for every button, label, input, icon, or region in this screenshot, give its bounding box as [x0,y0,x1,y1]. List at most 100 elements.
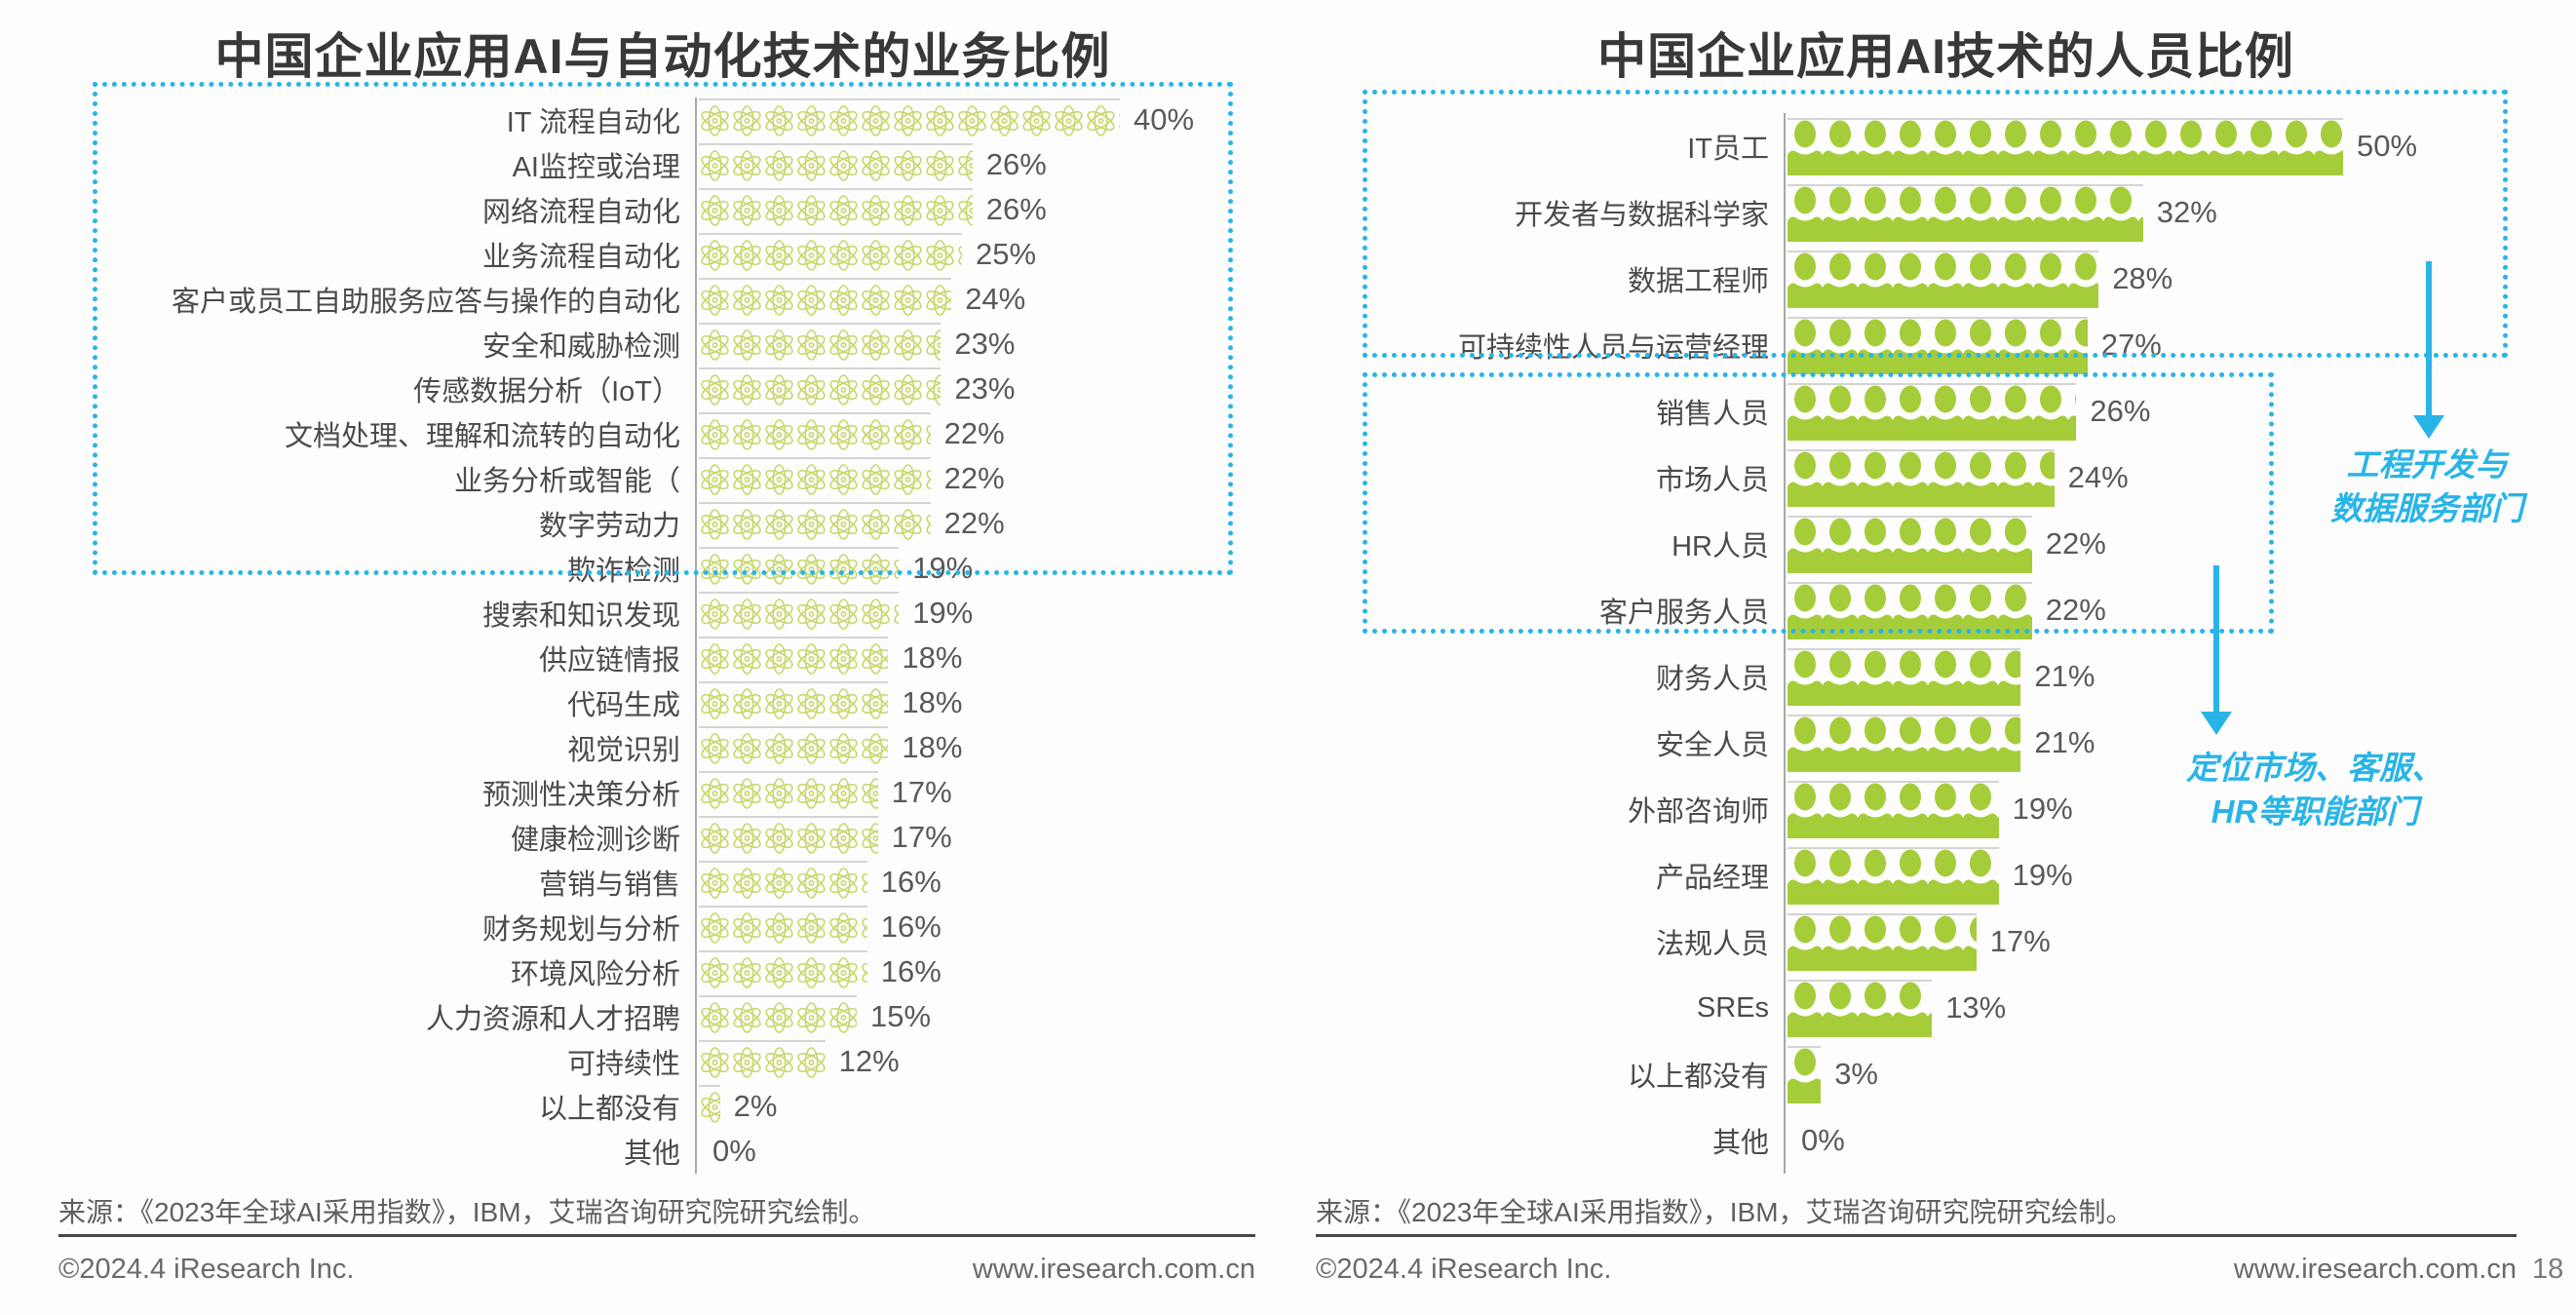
atom-flower-icon [765,688,793,719]
website-text: www.iresearch.com.cn [972,1254,1255,1285]
person-icon [2068,392,2077,441]
person-icon [1928,584,1963,639]
atom-flower-icon [894,464,922,495]
person-icon [1963,319,1998,374]
person-icon [1823,120,1858,175]
person-icon [1893,650,1928,706]
atom-flower-icon [797,329,826,361]
atom-flower-icon [829,150,858,181]
chart-row: 其他 0% [58,1129,1267,1174]
person-icon [1823,186,1858,242]
person-icon [1858,252,1893,308]
person-icon [1823,451,1858,507]
right-chart-title: 中国企业应用AI技术的人员比例 [1597,29,2294,84]
person-icon [1858,584,1893,639]
atom-flower-icon [926,374,942,406]
atom-flower-icon [701,150,729,181]
atom-flower-icon [765,957,793,988]
person-icon [1823,650,1858,706]
person-icon [1928,319,1963,374]
left-source-note: 来源：《2023年全球AI采用指数》，IBM，艾瑞咨询研究院研究绘制。 [58,1197,876,1227]
atom-flower-icon [765,643,793,675]
person-icon [1788,252,1823,308]
bar-area: 0% [1784,1107,1845,1174]
person-icon [2068,120,2103,175]
person-icon [1823,716,1858,772]
value-label: 26% [985,147,1047,181]
atom-flower-icon [862,464,890,495]
value-label: 18% [902,685,963,719]
category-label: AI监控或治理 [512,152,680,183]
person-icon [1928,120,1963,175]
atom-flower-icon [733,374,761,406]
pictogram-bar [1788,448,2055,507]
atom-flower-icon [701,912,729,944]
atom-flower-icon [765,599,793,630]
category-label: 财务人员 [1655,664,1769,695]
chart-row: 客户或员工自助服务应答与操作的自动化 24% [58,277,1267,322]
copyright-text: ©2024.4 iResearch Inc. [1316,1254,1612,1285]
person-icon [1963,716,1998,772]
category-label: 法规人员 [1655,929,1769,960]
value-label: 17% [1989,924,2051,958]
pictogram-bar [699,367,942,410]
person-icon [1893,120,1928,175]
category-label: 客户或员工自助服务应答与操作的自动化 [171,287,680,318]
atom-flower-icon [862,285,890,316]
bar-area: 26% [1784,378,2150,445]
person-icon [2068,252,2099,308]
person-icon [1858,319,1893,374]
person-icon [1998,518,2032,573]
value-label: 12% [838,1044,900,1078]
value-label: 17% [891,820,952,854]
chart-row: 网络流程自动化 26% [58,187,1267,232]
person-icon [1963,849,1998,905]
atom-flower-icon [797,509,826,540]
person-icon [1788,915,1823,971]
chart-row: AI监控或治理 26% [58,142,1267,187]
chart-row: 视觉识别 18% [58,725,1267,770]
bar-area: 24% [695,277,1025,322]
category-label: 业务分析或智能（ [453,466,680,497]
pictogram-bar [699,816,878,859]
atom-flower-icon [958,195,973,226]
person-icon [1928,915,1963,971]
person-icon [1998,186,2033,242]
person-icon [1858,186,1893,242]
person-icon [1928,385,1963,441]
category-label: 健康检测诊断 [510,825,680,856]
atom-flower-icon [797,1002,826,1033]
atom-flower-icon [894,509,922,540]
bar-area: 40% [695,97,1194,142]
category-label: 可持续性人员与运营经理 [1457,332,1769,364]
pictogram-bar [699,502,931,545]
atom-flower-icon [926,105,954,136]
atom-flower-icon [765,868,793,899]
person-icon [1998,716,2021,772]
atom-flower-icon [862,554,890,585]
category-label: 数字劳动力 [538,511,680,542]
pictogram-bar [699,861,867,904]
bar-area: 26% [695,142,1047,187]
person-icon [1928,186,1963,242]
category-label: 其他 [1711,1128,1769,1159]
pictogram-bar [1788,1045,1822,1103]
category-label: 开发者与数据科学家 [1514,200,1769,231]
person-icon [1823,849,1858,905]
chart-row: 文档处理、理解和流转的自动化 22% [58,411,1267,456]
pictogram-bar [1788,316,2088,374]
person-icon [1998,882,1999,905]
copyright-text: ©2024.4 iResearch Inc. [58,1254,355,1285]
value-label: 21% [2034,659,2095,693]
person-icon [2068,186,2103,242]
atom-flower-icon [701,1092,720,1123]
person-icon [1858,650,1893,706]
pictogram-bar [1788,515,2032,573]
bar-area: 13% [1784,975,2006,1041]
pictogram-bar [699,995,857,1038]
atom-flower-icon [701,823,729,854]
atom-flower-icon [990,105,1019,136]
chart-row: 以上都没有 3% [1316,1041,2576,1107]
footer-divider [1316,1234,2517,1237]
category-label: 可持续性 [566,1049,680,1080]
